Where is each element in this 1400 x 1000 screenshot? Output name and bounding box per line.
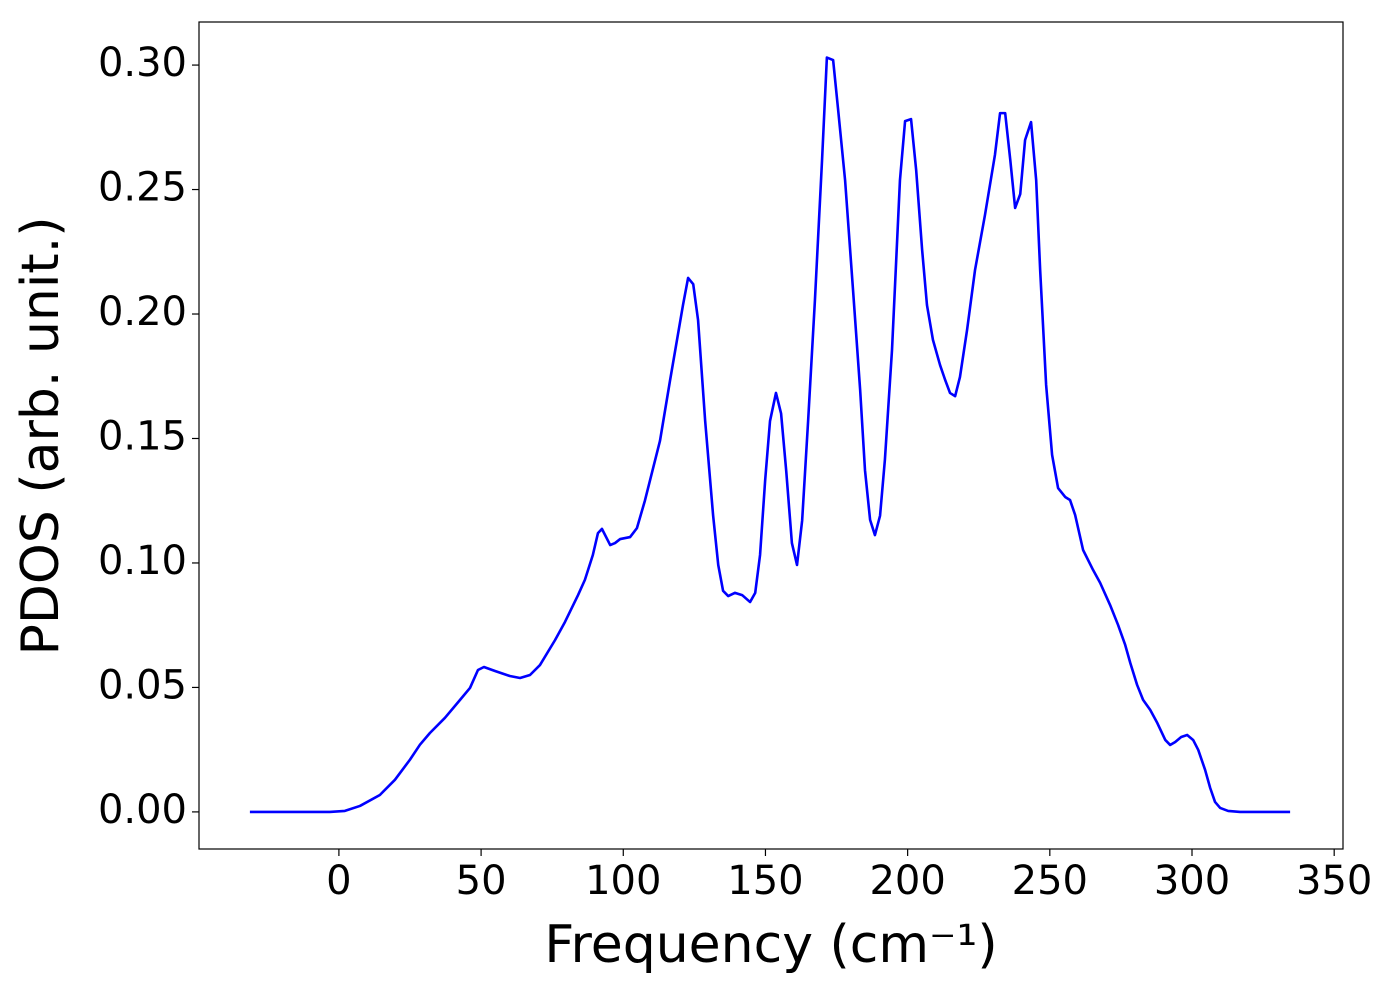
x-tick-label: 50 [456, 858, 507, 904]
data-line [249, 56, 1291, 814]
y-tick-label: 0.30 [98, 40, 187, 86]
plot-frame [198, 21, 1344, 850]
y-tick-label: 0.05 [98, 662, 187, 708]
y-tick-label: 0.00 [98, 787, 187, 833]
y-tick-label: 0.10 [98, 538, 187, 584]
x-tick-label: 200 [869, 858, 945, 904]
x-tick-label: 0 [326, 858, 351, 904]
y-axis-label: PDOS (arb. unit.) [11, 216, 71, 655]
x-tick-label: 300 [1154, 858, 1230, 904]
x-tick-label: 250 [1012, 858, 1088, 904]
x-tick-label: 150 [727, 858, 803, 904]
y-tick-label: 0.20 [98, 289, 187, 335]
y-tick-label: 0.15 [98, 413, 187, 459]
x-tick-label: 100 [585, 858, 661, 904]
y-tick-label: 0.25 [98, 165, 187, 211]
x-tick-label: 350 [1296, 858, 1372, 904]
x-axis-label: Frequency (cm⁻¹) [544, 915, 997, 975]
